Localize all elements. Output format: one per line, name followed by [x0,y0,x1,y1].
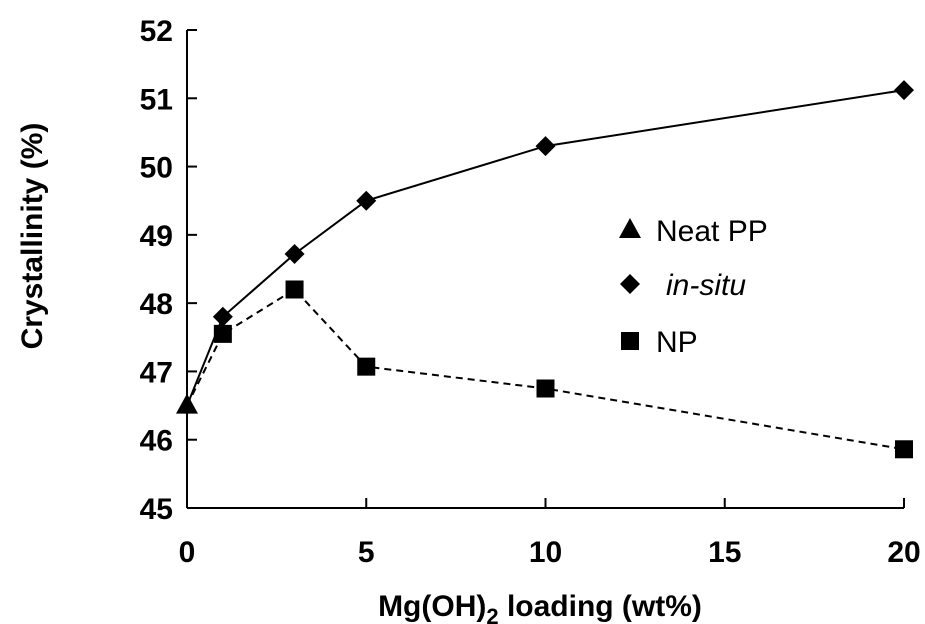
series-group [176,80,914,459]
legend-item-neat-pp: Neat PP [619,215,768,248]
y-tick-label: 52 [140,15,173,48]
y-tick-label: 48 [140,288,173,321]
x-tick-label: 5 [358,536,375,569]
legend-item-np: NP [621,326,698,359]
legend: Neat PP in-situ NP [619,215,768,359]
series-in-situ [186,80,914,406]
data-point-neat-pp [176,393,198,414]
legend-marker-neat-pp [619,218,641,238]
series-line-in-situ [186,89,905,406]
series-np [186,280,913,459]
data-point-in-situ [894,80,914,101]
axes: 45 46 47 48 49 50 51 52 0 5 10 15 20 [140,15,921,569]
legend-item-in-situ: in-situ [620,269,746,302]
data-point-np [895,440,913,459]
x-tick-label: 10 [529,536,562,569]
data-point-in-situ [535,136,556,157]
x-axis-title-subscript: 2 [486,604,498,624]
data-point-in-situ [356,190,377,211]
data-point-in-situ [284,243,305,264]
legend-label-neat-pp: Neat PP [656,215,768,248]
x-axis-title: Mg(OH)2 loading (wt%) [378,590,702,624]
series-line-np [186,288,905,451]
y-tick-label: 51 [140,83,173,116]
legend-label-in-situ: in-situ [666,269,746,302]
legend-label-np: NP [656,326,698,359]
series-neat-pp [176,393,198,414]
y-axis-title: Crystallinity (%) [16,123,49,350]
data-point-in-situ [212,306,233,327]
y-tick-label: 49 [140,220,173,253]
y-tick-label: 45 [140,493,173,526]
data-point-np [536,379,555,398]
y-tick-label: 50 [140,152,173,185]
y-tick-label: 46 [140,425,173,458]
legend-marker-in-situ [620,274,640,294]
data-point-np [357,357,376,376]
data-point-np [285,280,304,299]
x-tick-label: 0 [179,536,196,569]
x-tick-label: 15 [708,536,741,569]
y-tick-label: 47 [140,356,173,389]
x-tick-label: 20 [887,536,920,569]
legend-marker-np [621,332,639,350]
